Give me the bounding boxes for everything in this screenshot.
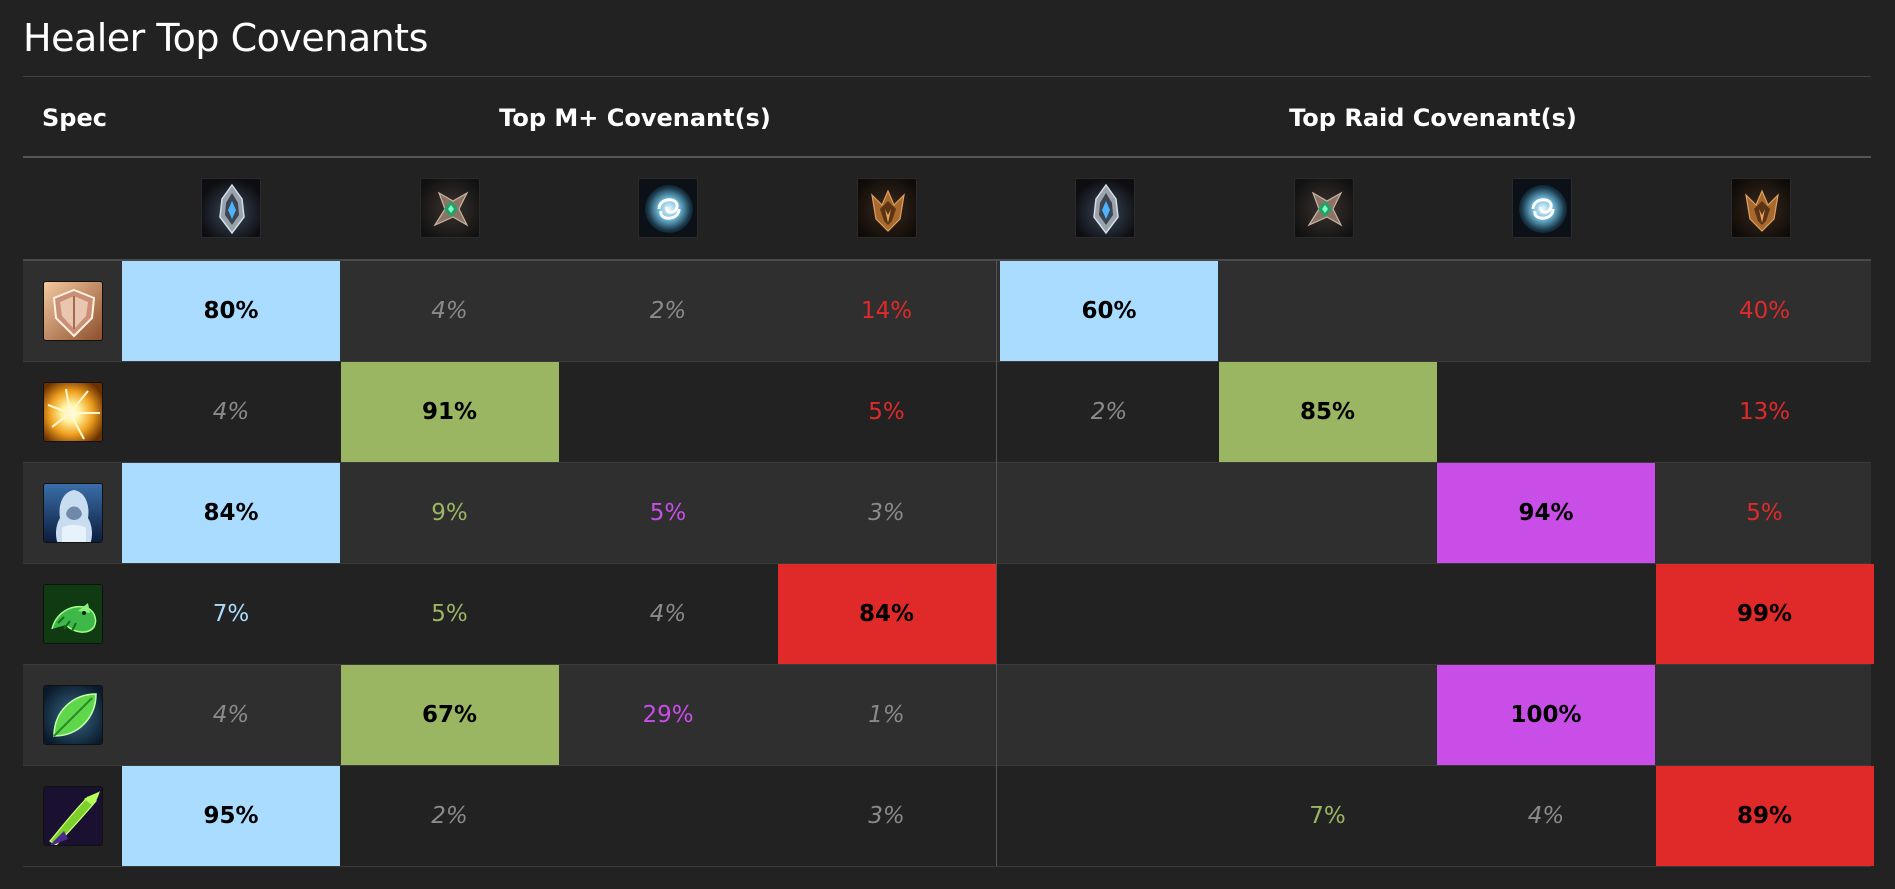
raid-cell-kyrian bbox=[1000, 665, 1218, 765]
divider bbox=[23, 259, 1871, 261]
raid-column-header: Top Raid Covenant(s) bbox=[1289, 104, 1577, 132]
raid-cell-necrolord bbox=[1219, 665, 1437, 765]
table-row: 95% 2% 3% 7% 4% 89% bbox=[23, 766, 1874, 867]
mplus-cell-venthyr: 3% bbox=[868, 500, 905, 526]
night-fae-icon bbox=[1512, 178, 1572, 238]
mplus-cell-necrolord: 2% bbox=[431, 803, 468, 829]
raid-cell-venthyr: 5% bbox=[1746, 500, 1783, 526]
table-row: 4% 67% 29% 1% 100% bbox=[23, 665, 1871, 766]
night-fae-icon bbox=[638, 178, 698, 238]
raid-cell-kyrian: 60% bbox=[1000, 261, 1218, 361]
mplus-cell-kyrian: 84% bbox=[122, 463, 340, 563]
covenant-table-body: 80% 4% 2% 14% 60% 40% 4% 91% 5% 2% 85% 13% 84% 9% 5% 3%… bbox=[23, 261, 1874, 867]
divider bbox=[23, 156, 1871, 158]
mplus-cell-venthyr: 5% bbox=[868, 399, 905, 425]
raid-cell-kyrian bbox=[1000, 766, 1218, 866]
raid-cell-venthyr: 13% bbox=[1738, 399, 1791, 425]
table-row: 7% 5% 4% 84% 99% bbox=[23, 564, 1874, 665]
raid-cell-night-fae: 4% bbox=[1527, 803, 1565, 829]
raid-cell-night-fae bbox=[1437, 261, 1655, 361]
raid-cell-necrolord: 85% bbox=[1218, 362, 1437, 462]
raid-cell-night-fae bbox=[1437, 362, 1655, 462]
discipline-priest-icon bbox=[43, 483, 103, 543]
group-divider bbox=[996, 261, 997, 866]
mplus-cell-kyrian: 4% bbox=[212, 702, 250, 728]
kyrian-icon bbox=[201, 178, 261, 238]
mplus-cell-venthyr: 84% bbox=[777, 564, 996, 664]
raid-cell-kyrian: 2% bbox=[1090, 399, 1128, 425]
mplus-cell-necrolord: 5% bbox=[431, 601, 468, 627]
table-header: Spec Top M+ Covenant(s) Top Raid Covenan… bbox=[23, 78, 1871, 156]
page-title: Healer Top Covenants bbox=[23, 16, 428, 60]
venthyr-icon bbox=[856, 178, 917, 238]
raid-cell-necrolord bbox=[1219, 564, 1437, 664]
raid-cell-venthyr: 40% bbox=[1738, 298, 1791, 324]
mplus-cell-kyrian: 7% bbox=[212, 601, 250, 627]
raid-cell-night-fae bbox=[1437, 564, 1655, 664]
table-row: 4% 91% 5% 2% 85% 13% bbox=[23, 362, 1871, 463]
restoration-shaman-icon bbox=[43, 786, 103, 846]
mplus-cell-night-fae: 2% bbox=[649, 298, 687, 324]
raid-cell-necrolord: 7% bbox=[1309, 803, 1346, 829]
mplus-column-header: Top M+ Covenant(s) bbox=[499, 104, 771, 132]
kyrian-icon bbox=[1075, 178, 1135, 238]
mplus-cell-night-fae bbox=[559, 362, 777, 462]
raid-cell-night-fae: 100% bbox=[1437, 665, 1655, 765]
mplus-cell-night-fae bbox=[559, 766, 777, 866]
table-row: 84% 9% 5% 3% 94% 5% bbox=[23, 463, 1871, 564]
raid-cell-venthyr: 99% bbox=[1655, 564, 1874, 664]
mplus-cell-kyrian: 4% bbox=[212, 399, 250, 425]
mplus-cell-necrolord: 91% bbox=[340, 362, 559, 462]
raid-cell-kyrian bbox=[1000, 463, 1218, 563]
restoration-druid-icon bbox=[43, 685, 103, 745]
mplus-cell-night-fae: 4% bbox=[649, 601, 687, 627]
divider bbox=[23, 76, 1871, 77]
mplus-cell-kyrian: 95% bbox=[122, 766, 340, 866]
raid-cell-kyrian bbox=[1000, 564, 1218, 664]
necrolord-icon bbox=[419, 178, 480, 238]
mplus-cell-venthyr: 14% bbox=[860, 298, 913, 324]
mplus-cell-venthyr: 3% bbox=[868, 803, 905, 829]
mplus-cell-night-fae: 5% bbox=[649, 500, 687, 526]
raid-cell-necrolord bbox=[1219, 261, 1437, 361]
mplus-cell-necrolord: 9% bbox=[431, 500, 468, 526]
raid-cell-venthyr bbox=[1656, 665, 1874, 765]
mistweaver-monk-icon bbox=[43, 584, 103, 644]
raid-cell-night-fae: 94% bbox=[1437, 463, 1655, 563]
covenant-icon-row bbox=[23, 158, 1871, 258]
mplus-cell-venthyr: 1% bbox=[868, 702, 905, 728]
mplus-cell-necrolord: 67% bbox=[340, 665, 559, 765]
mplus-cell-night-fae: 29% bbox=[642, 702, 694, 728]
mplus-cell-necrolord: 4% bbox=[431, 298, 468, 324]
holy-priest-icon bbox=[43, 382, 103, 442]
raid-cell-necrolord bbox=[1219, 463, 1437, 563]
holy-paladin-icon bbox=[43, 281, 103, 341]
necrolord-icon bbox=[1293, 178, 1354, 238]
table-row: 80% 4% 2% 14% 60% 40% bbox=[23, 261, 1871, 362]
mplus-cell-kyrian: 80% bbox=[122, 261, 340, 361]
spec-column-header: Spec bbox=[42, 104, 107, 132]
raid-cell-venthyr: 89% bbox=[1655, 766, 1874, 866]
venthyr-icon bbox=[1730, 178, 1791, 238]
